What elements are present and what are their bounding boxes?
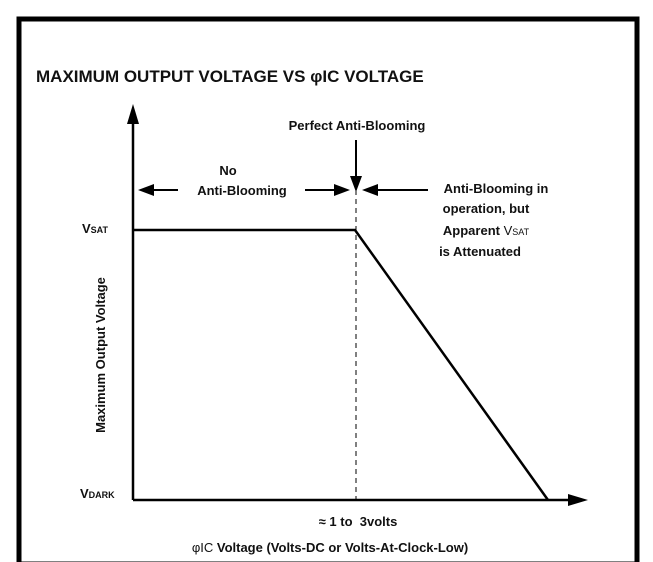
- operation-label: is Attenuated: [439, 244, 521, 259]
- x-marker: ≈ 1 to 3volts: [319, 514, 398, 529]
- text: V: [80, 486, 89, 501]
- text: V: [504, 223, 513, 238]
- operation-label: Anti-Blooming in: [444, 181, 549, 196]
- y-level: VDARK: [80, 486, 115, 501]
- no-label: Anti-Blooming: [197, 183, 287, 198]
- y-level: VSAT: [82, 221, 109, 236]
- text: Voltage (Volts-DC or Volts-At-Clock-Low): [213, 540, 468, 555]
- operation-label: Apparent VSAT: [443, 223, 530, 238]
- arrows: [138, 140, 428, 196]
- frame: [16, 16, 640, 562]
- text: DARK: [89, 490, 115, 500]
- operation-label: operation, but: [443, 201, 530, 216]
- axes: [127, 104, 588, 506]
- x-axis-label: φIC Voltage (Volts-DC or Volts-At-Clock-…: [192, 540, 468, 555]
- perfect-label: Perfect Anti-Blooming: [289, 118, 426, 133]
- no-label: No: [219, 163, 236, 178]
- output-curve: [133, 228, 550, 501]
- text: SAT: [91, 225, 109, 235]
- text: V: [82, 221, 91, 236]
- y-axis-label: Maximum Output Voltage: [93, 277, 108, 433]
- text: φIC: [192, 540, 213, 555]
- title: MAXIMUM OUTPUT VOLTAGE VS φIC VOLTAGE: [36, 67, 424, 86]
- text: SAT: [512, 227, 529, 237]
- text: Apparent: [443, 223, 504, 238]
